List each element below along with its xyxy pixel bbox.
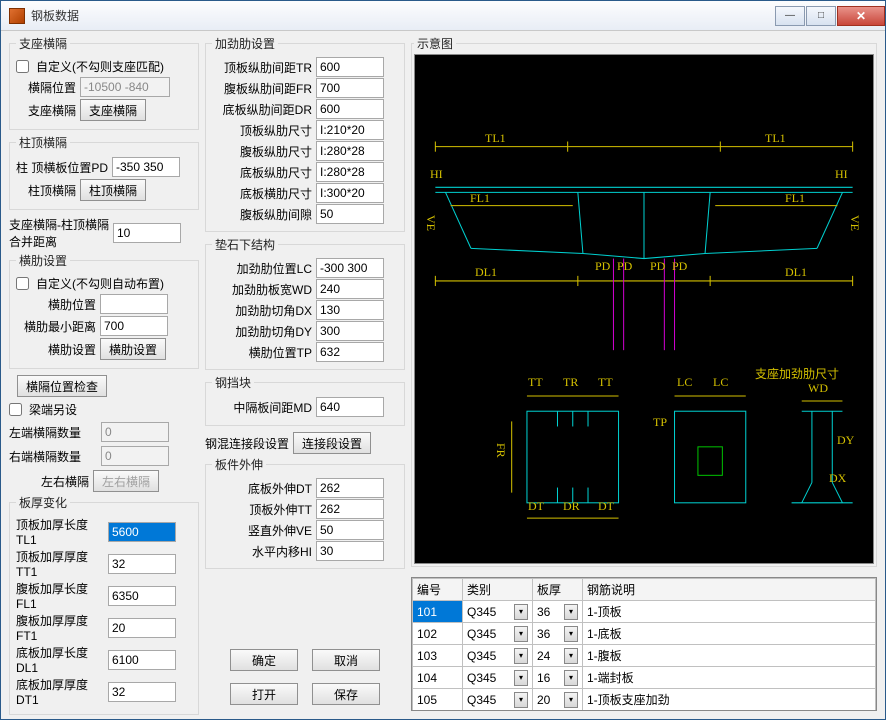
group-thickness: 板厚变化 顶板加厚长度TL1 顶板加厚厚度TT1 腹板加厚长度FL1 腹板加厚厚… bbox=[9, 494, 199, 715]
diagram-svg bbox=[415, 55, 873, 574]
chevron-down-icon[interactable]: ▾ bbox=[564, 670, 578, 686]
group-zhuding: 柱顶横隔 柱 顶横板位置PD 柱顶横隔柱顶横隔 bbox=[9, 134, 199, 210]
diagram-canvas: TL1 TL1 HI HI FL1 FL1 VE VE DL1 DL1 PD P… bbox=[414, 54, 874, 564]
table-row[interactable]: 105Q345▾20▾1-顶板支座加劲 bbox=[413, 689, 876, 711]
titlebar[interactable]: 钢板数据 — □ ✕ bbox=[1, 1, 885, 31]
table-row[interactable]: 101Q345▾36▾1-顶板 bbox=[413, 601, 876, 623]
fl1-input[interactable] bbox=[108, 586, 176, 606]
group-diagram: 示意图 bbox=[411, 35, 877, 567]
lr-button: 左右横隔 bbox=[93, 470, 159, 492]
ve-input[interactable] bbox=[316, 520, 384, 540]
henglei-custom-check[interactable] bbox=[16, 277, 29, 290]
ok-button[interactable]: 确定 bbox=[230, 649, 298, 671]
dt1-input[interactable] bbox=[108, 682, 176, 702]
group-extend: 板件外伸 底板外伸DT 顶板外伸TT 竖直外伸VE 水平内移HI bbox=[205, 456, 405, 569]
group-zhizuo: 支座横隔 自定义(不勾则支座匹配) 横隔位置 支座横隔支座横隔 bbox=[9, 35, 199, 130]
merge-dist-input[interactable] bbox=[113, 223, 181, 243]
dl1-input[interactable] bbox=[108, 650, 176, 670]
conn-button[interactable]: 连接段设置 bbox=[293, 432, 371, 454]
open-button[interactable]: 打开 bbox=[230, 683, 298, 705]
chevron-down-icon[interactable]: ▾ bbox=[514, 604, 528, 620]
zhizuo-button[interactable]: 支座横隔 bbox=[80, 99, 146, 121]
table-row[interactable]: 103Q345▾24▾1-腹板 bbox=[413, 645, 876, 667]
check-pos-button[interactable]: 横隔位置检查 bbox=[17, 375, 107, 397]
close-button[interactable]: ✕ bbox=[837, 6, 885, 26]
right-count-input bbox=[101, 446, 169, 466]
app-icon bbox=[9, 8, 25, 24]
chevron-down-icon[interactable]: ▾ bbox=[564, 626, 578, 642]
chevron-down-icon[interactable]: ▾ bbox=[514, 626, 528, 642]
dt-input[interactable] bbox=[316, 478, 384, 498]
steel-table[interactable]: 编号 类别 板厚 钢筋说明 101Q345▾36▾1-顶板102Q345▾36▾… bbox=[411, 577, 877, 711]
md-input[interactable] bbox=[316, 397, 384, 417]
tt-input[interactable] bbox=[316, 499, 384, 519]
gap-input[interactable] bbox=[316, 204, 384, 224]
henglei-pos-input[interactable] bbox=[100, 294, 168, 314]
zhuding-button[interactable]: 柱顶横隔 bbox=[80, 179, 146, 201]
minimize-button[interactable]: — bbox=[775, 6, 805, 26]
top-dim-input[interactable] bbox=[316, 120, 384, 140]
henglei-min-input[interactable] bbox=[100, 316, 168, 336]
liangduan-check[interactable] bbox=[9, 403, 22, 416]
lc-input[interactable] bbox=[316, 258, 384, 278]
chevron-down-icon[interactable]: ▾ bbox=[514, 648, 528, 664]
table-row[interactable]: 104Q345▾16▾1-端封板 bbox=[413, 667, 876, 689]
tp-input[interactable] bbox=[316, 342, 384, 362]
ft1-input[interactable] bbox=[108, 618, 176, 638]
hi-input[interactable] bbox=[316, 541, 384, 561]
left-count-input bbox=[101, 422, 169, 442]
dy-input[interactable] bbox=[316, 321, 384, 341]
app-window: 钢板数据 — □ ✕ 支座横隔 自定义(不勾则支座匹配) 横隔位置 支座横隔支座… bbox=[0, 0, 886, 720]
chevron-down-icon[interactable]: ▾ bbox=[564, 648, 578, 664]
chevron-down-icon[interactable]: ▾ bbox=[514, 670, 528, 686]
dr-input[interactable] bbox=[316, 99, 384, 119]
window-title: 钢板数据 bbox=[31, 7, 774, 24]
table-row[interactable]: 102Q345▾36▾1-底板 bbox=[413, 623, 876, 645]
tr-input[interactable] bbox=[316, 57, 384, 77]
zhizuo-pos-input bbox=[80, 77, 170, 97]
pd-input[interactable] bbox=[112, 157, 180, 177]
maximize-button[interactable]: □ bbox=[806, 6, 836, 26]
zhizuo-custom-check[interactable] bbox=[16, 60, 29, 73]
henglei-button[interactable]: 横肋设置 bbox=[100, 338, 166, 360]
di-dim-input[interactable] bbox=[316, 162, 384, 182]
fu-dim-input[interactable] bbox=[316, 141, 384, 161]
chevron-down-icon[interactable]: ▾ bbox=[514, 692, 528, 708]
save-button[interactable]: 保存 bbox=[312, 683, 380, 705]
tt1-input[interactable] bbox=[108, 554, 176, 574]
tl1-input[interactable] bbox=[108, 522, 176, 542]
chevron-down-icon[interactable]: ▾ bbox=[564, 604, 578, 620]
cancel-button[interactable]: 取消 bbox=[312, 649, 380, 671]
dx-input[interactable] bbox=[316, 300, 384, 320]
group-henglei: 横肋设置 自定义(不勾则自动布置) 横肋位置 横肋最小距离 横肋设置横肋设置 bbox=[9, 252, 199, 369]
group-jialei: 加劲肋设置 顶板纵肋间距TR 腹板纵肋间距FR 底板纵肋间距DR 顶板纵肋尺寸 … bbox=[205, 35, 405, 232]
group-dangkuai: 钢挡块 中隔板间距MD bbox=[205, 374, 405, 426]
fr-input[interactable] bbox=[316, 78, 384, 98]
di-h-input[interactable] bbox=[316, 183, 384, 203]
chevron-down-icon[interactable]: ▾ bbox=[564, 692, 578, 708]
group-dianshi: 垫石下结构 加劲肋位置LC 加劲肋板宽WD 加劲肋切角DX 加劲肋切角DY 横肋… bbox=[205, 236, 405, 370]
wd-input[interactable] bbox=[316, 279, 384, 299]
